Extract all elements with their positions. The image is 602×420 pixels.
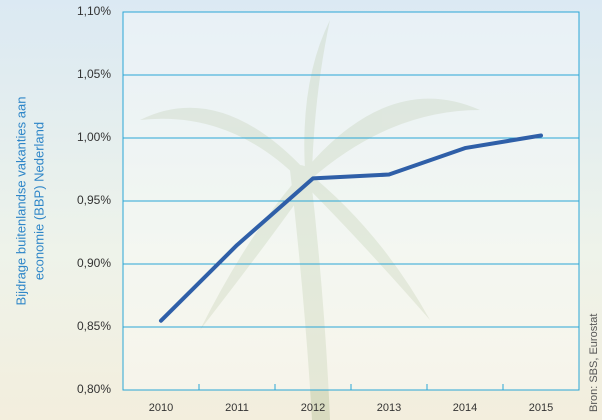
y-tick-label: 0,90%: [77, 256, 111, 270]
y-tick-label: 1,00%: [77, 130, 111, 144]
y-tick-label: 0,80%: [77, 382, 111, 396]
source-note: Bron: SBS, Eurostat: [588, 314, 600, 412]
x-tick-label: 2013: [377, 402, 401, 414]
x-tick-label: 2010: [149, 402, 173, 414]
y-axis-title: economie (BBP) Nederland: [31, 122, 46, 280]
x-tick-label: 2012: [301, 402, 325, 414]
y-tick-label: 1,10%: [77, 4, 111, 18]
y-axis-title: Bijdrage buitenlandse vakanties aan: [13, 97, 28, 306]
x-tick-label: 2015: [529, 402, 553, 414]
x-tick-label: 2011: [225, 402, 249, 414]
chart: Bijdrage buitenlandse vakanties aan econ…: [0, 0, 602, 420]
y-tick-label: 1,05%: [77, 67, 111, 81]
x-tick-label: 2014: [453, 402, 477, 414]
y-tick-label: 0,85%: [77, 319, 111, 333]
y-tick-label: 0,95%: [77, 193, 111, 207]
